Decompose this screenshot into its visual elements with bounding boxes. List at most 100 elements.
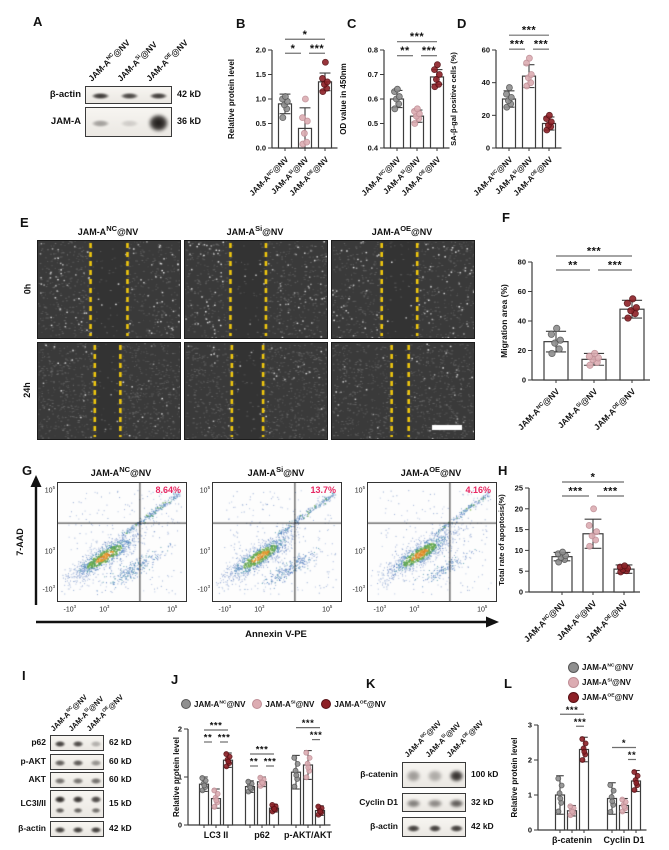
data-point (631, 769, 638, 775)
data-point (558, 782, 565, 789)
data-point (199, 775, 206, 781)
data-point (279, 114, 287, 122)
panel-G-label: G (22, 463, 33, 478)
protein-band (448, 823, 465, 833)
significance-label: *** (410, 31, 425, 43)
y-tick-label: 2.0 (256, 46, 266, 55)
panel-F-label: F (502, 210, 510, 225)
data-point (435, 71, 443, 78)
wound-image-NC-24h (37, 342, 181, 440)
data-point (555, 345, 563, 353)
flow-plot-NC (57, 482, 187, 602)
data-point (432, 76, 440, 83)
category-label: Cyclin D1 (603, 835, 644, 845)
apoptosis-percent: 13.7% (310, 485, 336, 495)
y-tick-label: 0 (178, 821, 182, 830)
flow-y-tick-label: 103 (199, 546, 210, 556)
data-point (303, 117, 311, 125)
data-point (291, 783, 298, 790)
blot-row-label: p-AKT (20, 756, 47, 766)
flow-y-tick-label: 105 (199, 485, 210, 495)
x-axis-group-label: JAM-ANC@NV (516, 386, 562, 432)
y-tick-label: 20 (518, 346, 526, 355)
significance-label: *** (568, 486, 583, 498)
legend-L: JAM-ANC@NV JAM-ASi@NV JAM-AOE@NV (568, 662, 633, 703)
data-point (507, 93, 515, 101)
significance-label: ** (628, 750, 636, 761)
data-point (553, 324, 561, 332)
flow-axes (30, 475, 499, 628)
y-axis-label: Relative protein level (227, 59, 236, 139)
significance-label: *** (608, 260, 623, 272)
legend-marker (252, 699, 263, 709)
data-point (303, 774, 310, 781)
protein-band (425, 797, 445, 809)
blot-kd-label: 42 kD (109, 823, 132, 833)
blot-strip-0 (402, 762, 467, 788)
data-point (585, 352, 593, 360)
legend-item-Si: JAM-ASi@NV (252, 699, 314, 709)
significance-label: *** (534, 39, 549, 51)
data-point (551, 339, 559, 347)
flow-x-tick-label: 103 (254, 604, 265, 614)
significance-label: *** (522, 25, 537, 37)
panel-B-label: B (236, 16, 246, 31)
chart-B-relative-protein-level: 0.00.51.01.52.0** ***JAM-ANC@NVJAM-ASi@NV… (227, 29, 338, 198)
protein-band (403, 768, 424, 784)
significance-label: *** (510, 39, 525, 51)
legend-item-OE: JAM-AOE@NV (321, 699, 386, 709)
significance-label: * (291, 43, 296, 55)
data-point (393, 85, 401, 93)
y-tick-label: 1 (528, 791, 532, 800)
data-point (633, 779, 640, 786)
protein-band (70, 794, 85, 805)
blot-strip-0 (50, 735, 104, 751)
y-tick-label: 40 (482, 78, 490, 87)
flow-x-tick-label: 105 (322, 604, 333, 614)
flow-x-axis-label: Annexin V-PE (245, 629, 307, 640)
blot-strip-2 (402, 817, 466, 837)
legend-marker (568, 677, 579, 688)
flow-plot-title: JAM-ANC@NV (90, 465, 152, 478)
data-point (257, 774, 264, 781)
protein-band (88, 740, 103, 748)
y-tick-label: 80 (518, 258, 526, 267)
flow-plot-title: JAM-ASi@NV (247, 465, 305, 478)
blot-kd-label: 60 kD (109, 774, 132, 784)
legend-item-Si: JAM-ASi@NV (568, 677, 633, 688)
data-point (319, 75, 326, 82)
flow-x-tick-label: -103 (373, 604, 387, 614)
data-point (303, 138, 311, 146)
chart-J-relative-protein-level: 012 ***** ******** *********LC3 II p62 p-AKT/… (172, 718, 332, 840)
data-point (245, 778, 252, 785)
y-axis-label: OD value in 450nm (339, 63, 348, 135)
y-tick-label: 1 (178, 773, 182, 782)
data-point (293, 772, 300, 779)
y-tick-label: 15 (515, 525, 523, 534)
protein-band (70, 759, 85, 767)
data-point (629, 295, 637, 303)
significance-label: *** (256, 745, 269, 756)
blot-row-label: β-actin (370, 821, 398, 831)
legend-J: JAM-ANC@NV JAM-ASi@NV JAM-AOE@NV (181, 699, 386, 709)
significance-label: *** (587, 246, 602, 258)
significance-label: *** (210, 721, 223, 732)
data-point (610, 787, 617, 794)
wound-column-title: JAM-ANC@NV (77, 224, 139, 237)
data-point (559, 548, 566, 556)
y-tick-label: 0.0 (256, 144, 266, 153)
data-point (303, 749, 310, 756)
y-tick-label: 60 (518, 287, 526, 296)
wound-image-OE-24h (331, 342, 475, 440)
y-tick-label: 0.7 (368, 70, 378, 79)
data-point (591, 349, 599, 358)
flow-x-tick-label: -103 (218, 604, 232, 614)
data-point (581, 748, 588, 755)
protein-band (89, 806, 103, 814)
data-point (214, 790, 221, 797)
data-point (586, 542, 594, 550)
panel-L-label: L (504, 676, 512, 691)
